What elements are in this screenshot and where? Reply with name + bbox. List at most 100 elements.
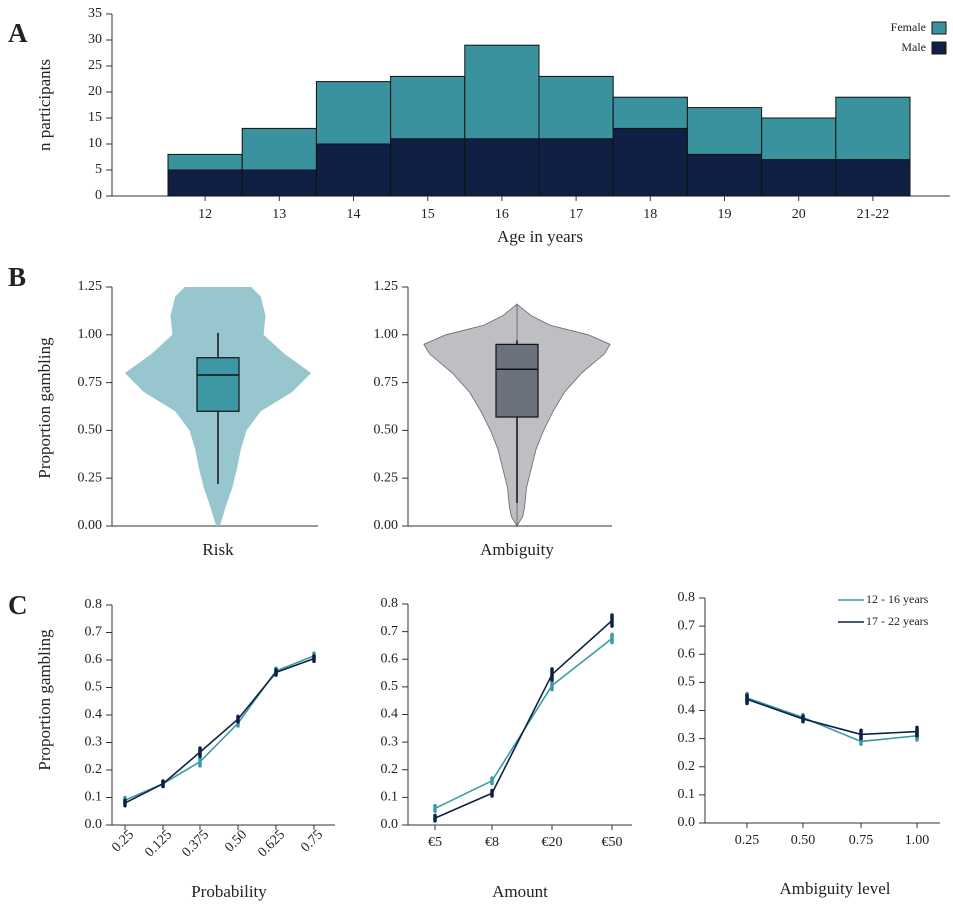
y-axis-label: Proportion gambling bbox=[35, 337, 54, 479]
legend-label: 12 - 16 years bbox=[866, 592, 929, 606]
x-axis-label: Amount bbox=[492, 882, 548, 901]
x-axis-label: Probability bbox=[191, 882, 267, 901]
y-tick-label: 1.25 bbox=[78, 279, 103, 294]
panel-label: A bbox=[8, 18, 28, 48]
y-tick-label: 0.3 bbox=[85, 735, 103, 750]
x-tick-label: 19 bbox=[718, 207, 732, 222]
y-tick-label: 0.8 bbox=[85, 597, 103, 612]
y-tick-label: 0 bbox=[95, 188, 102, 203]
series-line bbox=[434, 619, 613, 819]
x-tick-label: €5 bbox=[428, 835, 442, 850]
x-tick-label: 21-22 bbox=[857, 207, 890, 222]
y-tick-label: 30 bbox=[88, 32, 102, 47]
y-tick-label: 0.1 bbox=[678, 787, 696, 802]
y-tick-label: 10 bbox=[88, 136, 102, 151]
bar-segment bbox=[241, 169, 317, 197]
x-tick-label: €8 bbox=[485, 835, 499, 850]
y-tick-label: 35 bbox=[88, 6, 102, 21]
bar-segment bbox=[167, 169, 243, 197]
panel-label: B bbox=[8, 262, 26, 292]
bar-segment bbox=[538, 138, 614, 197]
bar-segment bbox=[464, 138, 540, 197]
bar-segment bbox=[390, 75, 466, 140]
y-tick-label: 0.7 bbox=[381, 624, 399, 639]
x-tick-label: 0.50 bbox=[791, 833, 816, 848]
bar-segment bbox=[241, 127, 317, 171]
y-tick-label: 0.5 bbox=[85, 680, 103, 695]
x-tick-label: 1.00 bbox=[905, 833, 930, 848]
y-tick-label: 0.3 bbox=[381, 734, 399, 749]
y-tick-label: 0.8 bbox=[381, 596, 399, 611]
bar-segment bbox=[835, 96, 911, 161]
bar-segment bbox=[761, 159, 837, 197]
bar-segment bbox=[390, 138, 466, 197]
y-tick-label: 0.7 bbox=[85, 625, 103, 640]
y-tick-label: 25 bbox=[88, 58, 102, 73]
legend-label: 17 - 22 years bbox=[866, 614, 929, 628]
series-line bbox=[746, 697, 918, 743]
bar-segment bbox=[612, 127, 688, 197]
x-tick-label: 0.75 bbox=[849, 833, 874, 848]
x-tick-label: 0.125 bbox=[142, 827, 175, 860]
x-tick-label: €20 bbox=[542, 835, 563, 850]
y-tick-label: 0.4 bbox=[678, 703, 696, 718]
x-tick-label: 13 bbox=[272, 207, 286, 222]
bar-segment bbox=[538, 75, 614, 140]
bar-segment bbox=[686, 153, 763, 197]
category-label: Ambiguity bbox=[480, 540, 554, 559]
x-tick-label: 20 bbox=[792, 207, 806, 222]
y-tick-label: 0.6 bbox=[678, 646, 696, 661]
y-tick-label: 0.4 bbox=[381, 707, 399, 722]
bar-segment bbox=[686, 107, 763, 155]
y-tick-label: 0.75 bbox=[78, 375, 103, 390]
x-axis-label: Age in years bbox=[497, 227, 583, 246]
y-tick-label: 0.0 bbox=[381, 817, 399, 832]
y-tick-label: 0.25 bbox=[78, 470, 103, 485]
x-tick-label: 0.625 bbox=[255, 827, 288, 860]
x-tick-label: 0.75 bbox=[298, 827, 326, 855]
y-tick-label: 20 bbox=[88, 84, 102, 99]
y-axis-label: n participants bbox=[35, 59, 54, 151]
y-tick-label: 0.6 bbox=[381, 651, 399, 666]
y-tick-label: 0.8 bbox=[678, 590, 696, 605]
x-tick-label: 18 bbox=[643, 207, 657, 222]
x-tick-label: 0.25 bbox=[109, 827, 137, 855]
y-tick-label: 0.00 bbox=[78, 518, 103, 533]
x-tick-label: 14 bbox=[347, 207, 361, 222]
legend-label: Male bbox=[901, 40, 926, 54]
series-line bbox=[124, 655, 315, 801]
bar-segment bbox=[315, 81, 392, 145]
x-tick-label: 16 bbox=[495, 207, 509, 222]
box bbox=[495, 343, 539, 418]
y-tick-label: 0.25 bbox=[374, 470, 399, 485]
violin-half bbox=[516, 303, 611, 528]
violin-half bbox=[423, 303, 518, 528]
bar-segment bbox=[612, 96, 688, 129]
bar-segment bbox=[167, 153, 243, 171]
y-axis-label: Proportion gambling bbox=[35, 629, 54, 771]
y-tick-label: 0.0 bbox=[85, 817, 103, 832]
bar-segment bbox=[464, 44, 540, 140]
y-tick-label: 0.5 bbox=[381, 679, 399, 694]
violin-half bbox=[218, 287, 312, 526]
x-tick-label: 0.25 bbox=[735, 833, 760, 848]
violin-half bbox=[124, 287, 218, 526]
box bbox=[196, 357, 240, 412]
y-tick-label: 0.2 bbox=[85, 762, 103, 777]
y-tick-label: 1.25 bbox=[374, 279, 399, 294]
series-line bbox=[746, 698, 918, 736]
y-tick-label: 0.50 bbox=[78, 423, 103, 438]
y-tick-label: 0.50 bbox=[374, 423, 399, 438]
y-tick-label: 5 bbox=[95, 162, 102, 177]
legend-swatch bbox=[931, 41, 947, 55]
x-tick-label: 15 bbox=[421, 207, 435, 222]
y-tick-label: 0.2 bbox=[678, 759, 696, 774]
bar-segment bbox=[835, 159, 911, 197]
y-tick-label: 15 bbox=[88, 110, 102, 125]
x-tick-label: 0.375 bbox=[179, 827, 212, 860]
x-tick-label: 0.50 bbox=[222, 827, 250, 855]
y-tick-label: 0.7 bbox=[678, 618, 696, 633]
series-line bbox=[434, 637, 613, 810]
legend-label: Female bbox=[891, 20, 926, 34]
